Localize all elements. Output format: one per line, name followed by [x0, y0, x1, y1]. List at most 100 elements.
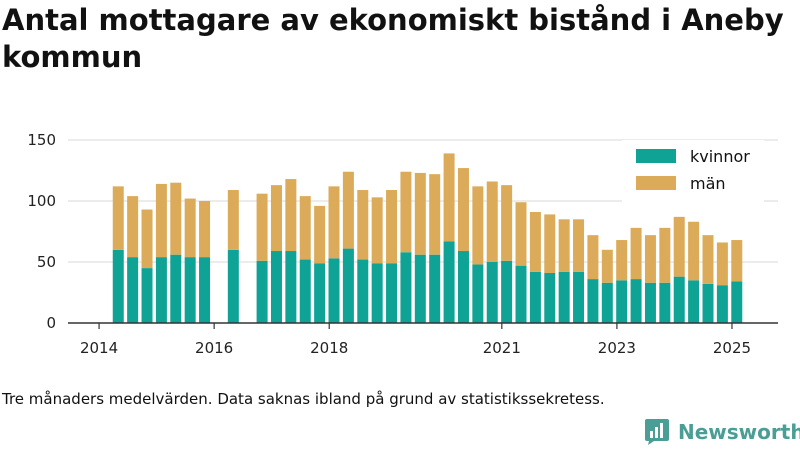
- bar-man-2015-04: [170, 182, 182, 255]
- bar-man-2023-01: [616, 240, 628, 281]
- bars: [112, 153, 743, 323]
- bar-man-2021-04: [515, 202, 527, 266]
- bar-kvinnor-2023-07: [644, 282, 656, 323]
- bar-kvinnor-2019-07: [414, 254, 426, 323]
- bar-kvinnor-2014-04: [112, 249, 124, 323]
- bar-man-2017-04: [285, 179, 297, 252]
- chart-note: Tre månaders medelvärden. Data saknas ib…: [2, 390, 605, 408]
- bar-man-2024-04: [688, 221, 700, 281]
- x-tick-label: 2025: [713, 339, 751, 357]
- bar-chart-speech-bubble-icon: [645, 419, 669, 445]
- bar-kvinnor-2020-10: [486, 262, 498, 323]
- x-axis-ticks: 2014 2016 2018 2021 2023 2025: [80, 323, 751, 357]
- bar-man-2018-01: [328, 186, 340, 259]
- bar-man-2017-10: [314, 205, 326, 264]
- bar-kvinnor-2015-10: [199, 257, 211, 323]
- bar-man-2024-01: [673, 216, 685, 277]
- bar-kvinnor-2020-07: [472, 264, 484, 323]
- bar-kvinnor-2015-01: [155, 257, 167, 323]
- bar-kvinnor-2018-07: [357, 259, 369, 323]
- bar-man-2018-04: [342, 171, 354, 249]
- bar-kvinnor-2020-04: [457, 251, 469, 323]
- bar-kvinnor-2024-04: [688, 280, 700, 323]
- bar-kvinnor-2022-04: [573, 271, 585, 323]
- x-tick-label: 2016: [195, 339, 233, 357]
- bar-man-2014-04: [112, 186, 124, 250]
- legend-label-kvinnor: kvinnor: [690, 147, 750, 166]
- bar-kvinnor-2021-01: [501, 260, 513, 323]
- legend: kvinnor män: [622, 140, 764, 204]
- bar-kvinnor-2017-01: [270, 251, 282, 323]
- y-axis-ticks: 0 50 100 150: [27, 131, 56, 332]
- bar-kvinnor-2015-07: [184, 257, 196, 323]
- bar-man-2019-10: [429, 174, 441, 255]
- bar-kvinnor-2019-01: [386, 263, 398, 323]
- bar-kvinnor-2019-10: [429, 254, 441, 323]
- bar-kvinnor-2023-10: [659, 282, 671, 323]
- bar-man-2021-10: [544, 214, 556, 273]
- bar-man-2024-10: [716, 242, 728, 286]
- bar-man-2025-01: [731, 240, 743, 282]
- bar-man-2020-01: [443, 153, 455, 242]
- bar-man-2021-07: [529, 211, 541, 272]
- bar-kvinnor-2018-04: [342, 248, 354, 323]
- bar-kvinnor-2018-01: [328, 258, 340, 323]
- bar-man-2019-04: [400, 171, 412, 253]
- y-tick-label: 100: [27, 192, 56, 210]
- bar-kvinnor-2023-01: [616, 280, 628, 323]
- bar-man-2016-04: [227, 190, 239, 250]
- y-tick-label: 0: [46, 314, 56, 332]
- bar-man-2021-01: [501, 185, 513, 261]
- x-tick-label: 2018: [310, 339, 348, 357]
- bar-man-2023-10: [659, 227, 671, 283]
- bar-kvinnor-2016-10: [256, 260, 268, 323]
- bar-kvinnor-2016-04: [227, 249, 239, 323]
- bar-kvinnor-2024-01: [673, 276, 685, 323]
- bar-man-2023-07: [644, 235, 656, 283]
- bar-man-2019-01: [386, 190, 398, 264]
- bar-kvinnor-2023-04: [630, 279, 642, 323]
- bar-man-2015-10: [199, 201, 211, 258]
- bar-kvinnor-2022-01: [558, 271, 570, 323]
- bar-man-2020-07: [472, 186, 484, 265]
- bar-kvinnor-2025-01: [731, 281, 743, 323]
- bar-man-2014-10: [141, 209, 153, 269]
- bar-kvinnor-2018-10: [371, 263, 383, 323]
- y-tick-label: 50: [37, 253, 56, 271]
- bar-man-2020-04: [457, 168, 469, 252]
- bar-man-2024-07: [702, 235, 714, 284]
- legend-swatch-kvinnor: [636, 149, 676, 163]
- bar-man-2020-10: [486, 181, 498, 262]
- x-tick-label: 2014: [80, 339, 118, 357]
- bar-kvinnor-2017-07: [299, 259, 311, 323]
- x-tick-label: 2021: [483, 339, 521, 357]
- bar-man-2014-07: [127, 196, 139, 258]
- bar-kvinnor-2021-04: [515, 265, 527, 323]
- bar-kvinnor-2021-07: [529, 271, 541, 323]
- legend-swatch-man: [636, 176, 676, 190]
- bar-kvinnor-2022-07: [587, 279, 599, 323]
- bar-kvinnor-2020-01: [443, 241, 455, 323]
- bar-man-2019-07: [414, 172, 426, 255]
- brand-logo: Newsworthy: [644, 418, 800, 446]
- chart-title: Antal mottagare av ekonomiskt bistånd i …: [2, 3, 784, 74]
- bar-man-2022-10: [601, 249, 613, 283]
- x-tick-label: 2023: [598, 339, 636, 357]
- bar-man-2017-01: [270, 185, 282, 252]
- bar-kvinnor-2019-04: [400, 252, 412, 323]
- bar-man-2018-10: [371, 197, 383, 264]
- legend-label-man: män: [690, 174, 726, 193]
- bar-kvinnor-2015-04: [170, 254, 182, 323]
- bar-kvinnor-2014-10: [141, 268, 153, 323]
- bar-man-2022-04: [573, 219, 585, 272]
- bar-kvinnor-2017-04: [285, 251, 297, 323]
- bar-kvinnor-2017-10: [314, 263, 326, 323]
- bar-kvinnor-2024-10: [716, 285, 728, 323]
- bar-man-2015-01: [155, 183, 167, 258]
- bar-man-2018-07: [357, 190, 369, 260]
- bar-kvinnor-2024-07: [702, 283, 714, 323]
- bar-kvinnor-2022-10: [601, 282, 613, 323]
- bar-man-2022-07: [587, 235, 599, 280]
- bar-man-2016-10: [256, 193, 268, 261]
